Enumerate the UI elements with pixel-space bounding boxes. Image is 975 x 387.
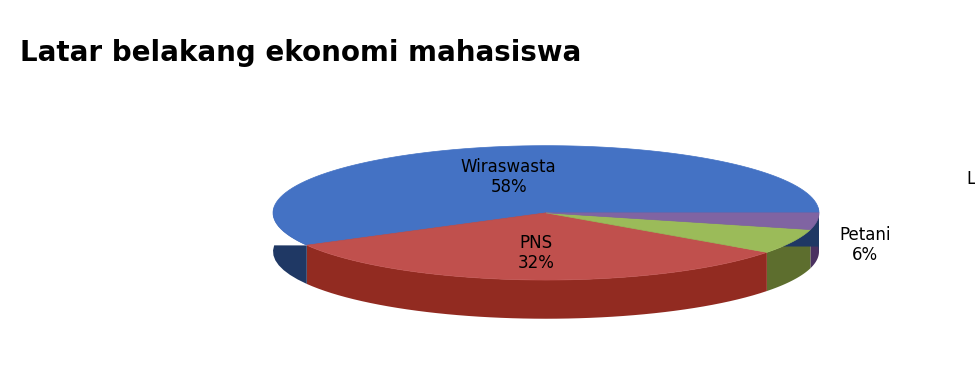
Polygon shape <box>307 213 767 280</box>
Text: PNS
32%: PNS 32% <box>518 234 554 272</box>
Polygon shape <box>307 245 767 319</box>
Polygon shape <box>546 213 819 229</box>
Polygon shape <box>273 207 819 284</box>
Polygon shape <box>273 146 819 245</box>
Text: Wiraswasta
58%: Wiraswasta 58% <box>461 158 557 197</box>
Text: Latar belakang ekonomi mahasiswa: Latar belakang ekonomi mahasiswa <box>20 39 581 67</box>
Polygon shape <box>767 229 810 291</box>
Text: Lain-lain
4%: Lain-lain 4% <box>966 170 975 209</box>
Polygon shape <box>546 213 810 252</box>
Text: Petani
6%: Petani 6% <box>839 226 891 264</box>
Polygon shape <box>810 213 819 268</box>
